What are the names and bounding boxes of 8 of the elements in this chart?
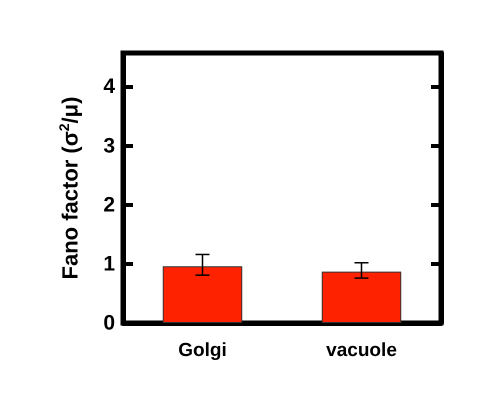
y-tick-label: 0 bbox=[103, 312, 115, 334]
x-tick-label: Golgi bbox=[178, 340, 227, 361]
x-tick-label: vacuole bbox=[326, 340, 397, 361]
y-tick-label: 2 bbox=[103, 193, 115, 216]
y-tick-label: 3 bbox=[103, 134, 115, 158]
y-axis-title: Fano factor (σ2/μ) bbox=[56, 96, 82, 280]
y-tick-label: 4 bbox=[103, 75, 116, 98]
y-tick-label: 1 bbox=[103, 252, 116, 276]
